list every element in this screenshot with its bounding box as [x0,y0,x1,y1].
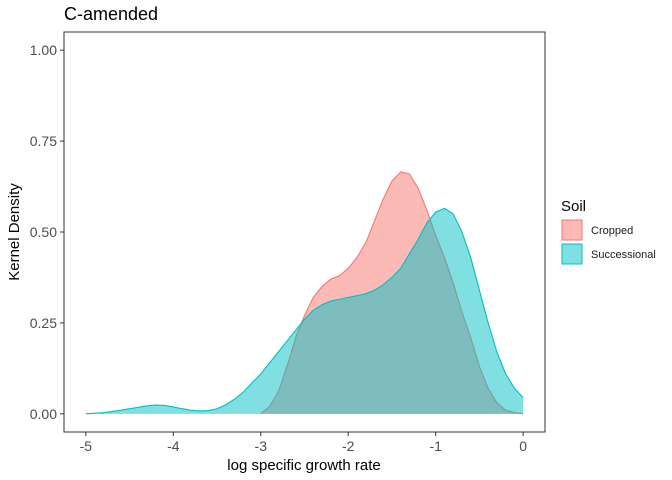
y-tick-label: 0.75 [30,133,57,149]
x-tick-label: -5 [80,438,93,454]
x-tick-label: 0 [519,438,527,454]
legend: Soil Cropped Successional [561,198,656,265]
x-tick-label: -3 [255,438,268,454]
x-tick-label: -2 [342,438,355,454]
legend-label-cropped: Cropped [591,225,633,237]
chart-title: C-amended [64,4,158,24]
density-line-successional [85,207,524,415]
density-area-successional [85,208,524,414]
x-tick-label: -4 [167,438,180,454]
legend-title: Soil [561,198,586,215]
y-tick-label: 0.00 [30,406,57,422]
y-tick-label: 1.00 [30,42,57,58]
plot-area [85,171,524,415]
x-tick-label: -1 [429,438,442,454]
y-tick-label: 0.25 [30,315,57,331]
x-axis-title: log specific growth rate [227,457,380,474]
y-axis: 0.00 0.25 0.50 0.75 1.00 [30,42,64,422]
y-tick-label: 0.50 [30,224,57,240]
y-axis-title: Kernel Density [6,183,23,281]
x-axis: -5 -4 -3 -2 -1 0 [80,432,527,454]
legend-key-cropped [561,219,583,241]
legend-key-successional [561,243,583,265]
legend-label-successional: Successional [591,249,656,261]
